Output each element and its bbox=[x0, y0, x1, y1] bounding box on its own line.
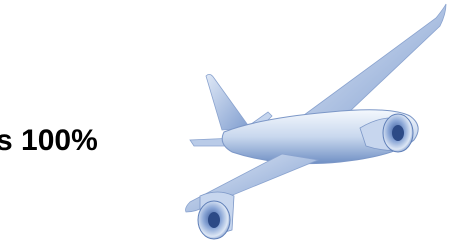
slide: s 100% bbox=[0, 0, 456, 249]
heading-text: s 100% bbox=[0, 124, 98, 157]
page: s 100% (() => { const data = JSON.parse(… bbox=[0, 0, 456, 249]
airplane-illustration bbox=[186, 4, 447, 239]
